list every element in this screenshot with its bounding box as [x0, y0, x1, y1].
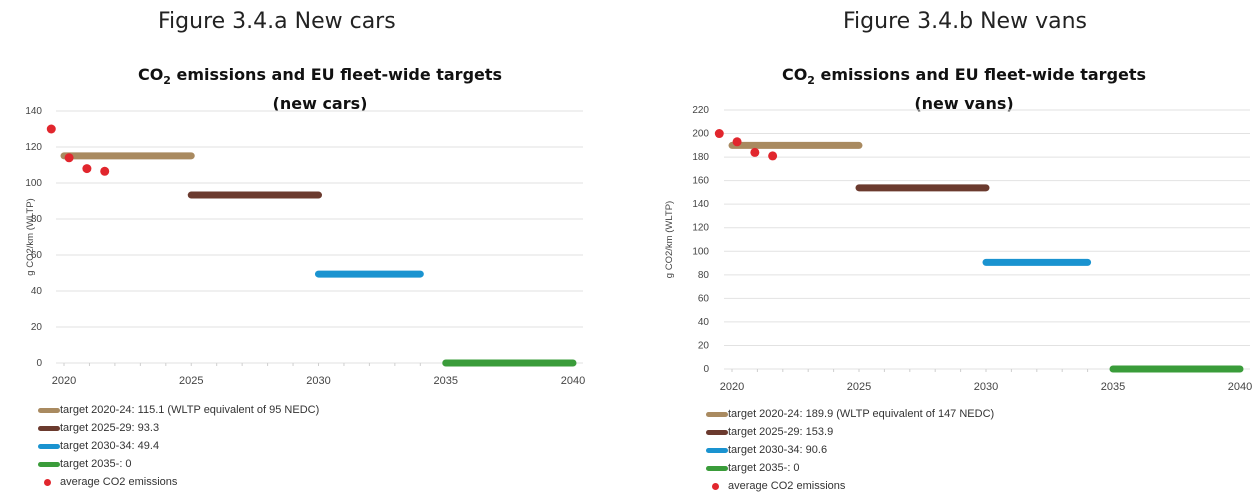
- emission-point: [732, 137, 742, 147]
- legend-label: target 2035-: 0: [728, 462, 800, 474]
- legend-line-swatch: [38, 425, 60, 431]
- y-axis-label: g CO2/km (WLTP): [664, 201, 675, 278]
- legend-item: target 2035-: 0: [38, 455, 319, 473]
- panel-vans: Figure 3.4.b New vans CO2 emissions and …: [662, 0, 1257, 493]
- emission-point: [100, 166, 110, 176]
- chart-title-sub: 2: [163, 74, 171, 88]
- legend-line-swatch: [38, 407, 60, 413]
- chart-title-sub: 2: [807, 74, 815, 88]
- legend-dot-swatch: [712, 482, 719, 490]
- y-tick-label: 0: [703, 364, 709, 375]
- y-tick-label: 80: [31, 214, 43, 225]
- emission-point: [46, 124, 56, 134]
- chart-title-line2: (new vans): [914, 94, 1014, 114]
- x-tick-label: 2020: [720, 381, 744, 393]
- figure-title-vans: Figure 3.4.b New vans: [843, 9, 1087, 34]
- legend-cars: target 2020-24: 115.1 (WLTP equivalent o…: [38, 401, 319, 491]
- x-tick-label: 2025: [847, 381, 871, 393]
- legend-line-swatch: [706, 465, 728, 471]
- legend-label: target 2035-: 0: [60, 458, 132, 470]
- legend-item: average CO2 emissions: [706, 477, 994, 495]
- legend-item: target 2020-24: 115.1 (WLTP equivalent o…: [38, 401, 319, 419]
- legend-line-swatch: [38, 461, 60, 467]
- y-tick-label: 100: [692, 246, 709, 257]
- chart-title-co: CO: [781, 65, 808, 84]
- y-tick-label: 40: [31, 286, 43, 297]
- x-tick-label: 2035: [434, 375, 458, 387]
- y-tick-label: 200: [692, 129, 709, 140]
- emission-point: [714, 129, 724, 139]
- legend-line-swatch: [38, 443, 60, 449]
- figure-title-cars: Figure 3.4.a New cars: [158, 9, 396, 34]
- legend-label: target 2020-24: 115.1 (WLTP equivalent o…: [60, 404, 320, 416]
- y-tick-label: 60: [698, 293, 710, 304]
- legend-item: target 2030-34: 49.4: [38, 437, 319, 455]
- panel-cars: Figure 3.4.a New cars CO2 emissions and …: [0, 0, 620, 493]
- y-tick-label: 40: [698, 317, 710, 328]
- y-tick-label: 160: [692, 176, 709, 187]
- y-tick-label: 80: [698, 270, 710, 281]
- y-tick-label: 140: [25, 106, 42, 117]
- y-tick-label: 120: [692, 223, 709, 234]
- legend-label: target 2030-34: 90.6: [728, 444, 828, 456]
- legend-vans: target 2020-24: 189.9 (WLTP equivalent o…: [706, 405, 994, 495]
- legend-label: target 2020-24: 189.9 (WLTP equivalent o…: [728, 408, 995, 420]
- legend-item: target 2025-29: 93.3: [38, 419, 319, 437]
- x-tick-label: 2030: [306, 375, 330, 387]
- x-tick-label: 2030: [974, 381, 998, 393]
- legend-item: target 2025-29: 153.9: [706, 423, 994, 441]
- y-tick-label: 180: [692, 152, 709, 163]
- y-tick-label: 140: [692, 199, 709, 210]
- legend-item: target 2030-34: 90.6: [706, 441, 994, 459]
- y-tick-label: 20: [31, 322, 43, 333]
- emission-point: [768, 151, 778, 161]
- legend-line-swatch: [706, 447, 728, 453]
- y-tick-label: 220: [692, 105, 709, 116]
- x-tick-label: 2040: [561, 375, 585, 387]
- legend-line-swatch: [706, 411, 728, 417]
- chart-title-vans: CO2 emissions and EU fleet-wide targets …: [704, 63, 1224, 115]
- y-axis-label: g CO2/km (WLTP): [25, 198, 36, 275]
- y-tick-label: 20: [698, 340, 710, 351]
- emission-point: [82, 164, 92, 174]
- legend-label: target 2030-34: 49.4: [60, 440, 160, 452]
- chart-title-rest: emissions and EU fleet-wide targets: [814, 65, 1147, 84]
- y-tick-label: 0: [36, 358, 42, 369]
- chart-title-co: CO: [137, 65, 164, 84]
- x-tick-label: 2035: [1101, 381, 1125, 393]
- emission-point: [750, 147, 760, 157]
- legend-item: target 2035-: 0: [706, 459, 994, 477]
- chart-title-rest: emissions and EU fleet-wide targets: [170, 65, 503, 84]
- y-tick-label: 120: [25, 142, 42, 153]
- legend-label: target 2025-29: 153.9: [728, 426, 834, 438]
- emission-point: [64, 153, 74, 163]
- x-tick-label: 2040: [1228, 381, 1252, 393]
- y-tick-label: 60: [31, 250, 43, 261]
- x-tick-label: 2020: [52, 375, 76, 387]
- legend-label: target 2025-29: 93.3: [60, 422, 160, 434]
- legend-label: average CO2 emissions: [60, 476, 178, 488]
- y-tick-label: 100: [25, 178, 42, 189]
- chart-title-cars: CO2 emissions and EU fleet-wide targets …: [60, 63, 580, 115]
- legend-item: average CO2 emissions: [38, 473, 319, 491]
- legend-dot-swatch: [44, 478, 51, 486]
- legend-label: average CO2 emissions: [728, 480, 846, 492]
- chart-title-line2: (new cars): [272, 94, 368, 114]
- x-tick-label: 2025: [179, 375, 203, 387]
- legend-item: target 2020-24: 189.9 (WLTP equivalent o…: [706, 405, 994, 423]
- legend-line-swatch: [706, 429, 728, 435]
